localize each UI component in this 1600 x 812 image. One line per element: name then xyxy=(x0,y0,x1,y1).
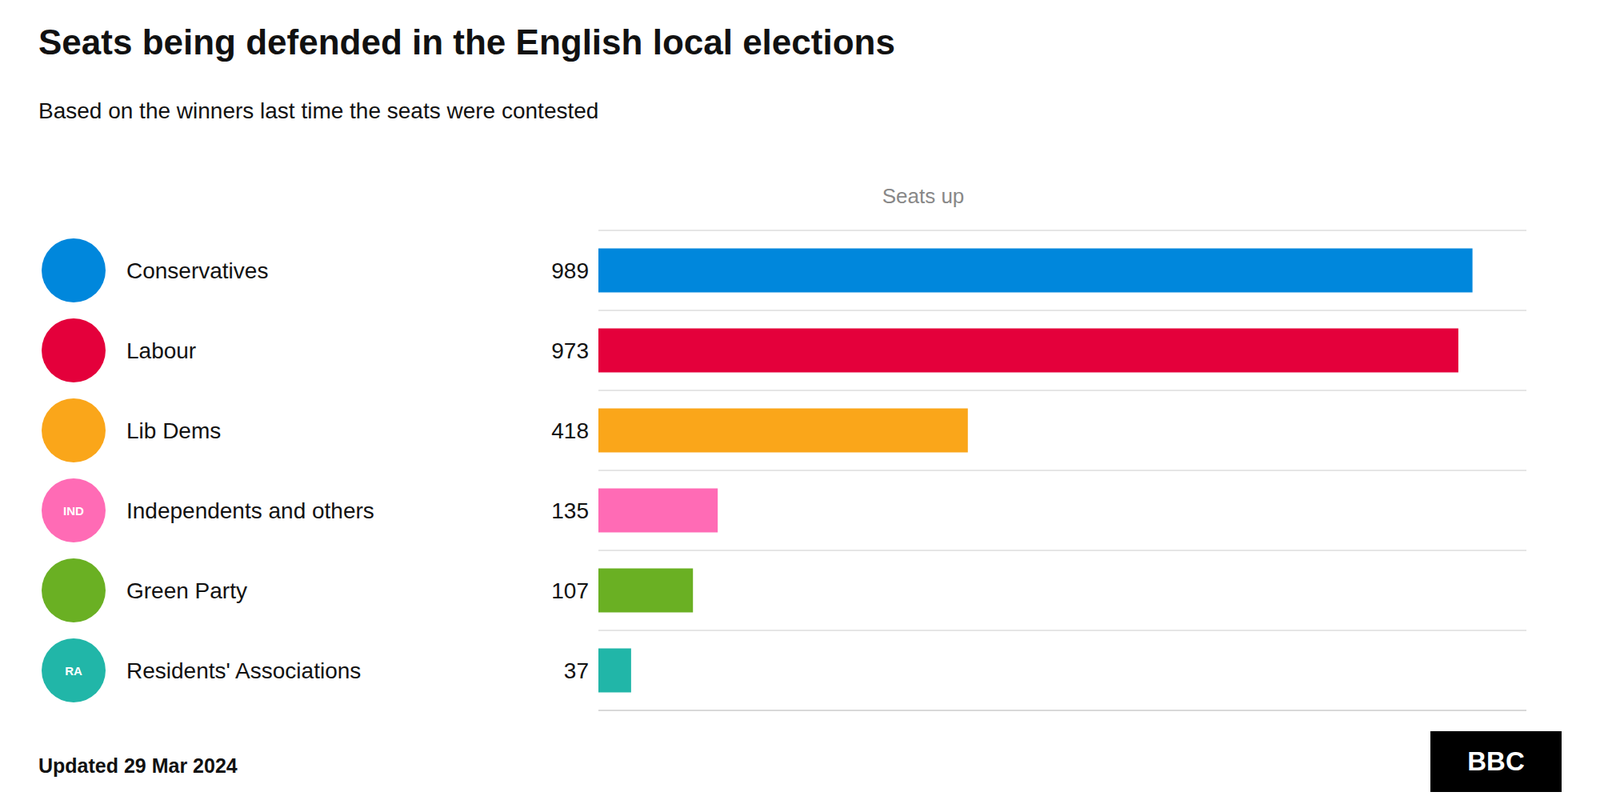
svg-text:Labour: Labour xyxy=(126,338,196,364)
html-text:Based on the winners last time: Based on the winners last time the seats… xyxy=(38,98,599,124)
svg-text:Conservatives: Conservatives xyxy=(126,258,268,284)
svg-text:Residents' Associations: Residents' Associations xyxy=(126,658,361,684)
svg-text:Green Party: Green Party xyxy=(126,578,248,604)
svg-text:Lib Dems: Lib Dems xyxy=(126,418,221,444)
svg-text:973: 973 xyxy=(551,338,589,364)
html-text:Seats up: Seats up xyxy=(882,184,965,208)
svg-text:37: 37 xyxy=(564,658,589,684)
svg-text:989: 989 xyxy=(551,258,589,284)
svg-text:418: 418 xyxy=(551,418,589,444)
svg-text:RA: RA xyxy=(64,664,83,678)
html-text:Updated 29 Mar 2024: Updated 29 Mar 2024 xyxy=(38,754,238,777)
svg-text:135: 135 xyxy=(551,498,589,524)
svg-text:107: 107 xyxy=(551,578,589,604)
html-text:BBC: BBC xyxy=(1467,746,1525,776)
svg-text:IND: IND xyxy=(63,504,84,518)
svg-text:Independents and others: Independents and others xyxy=(126,498,375,524)
html-text:Seats being defended in the En: Seats being defended in the English loca… xyxy=(38,22,896,62)
